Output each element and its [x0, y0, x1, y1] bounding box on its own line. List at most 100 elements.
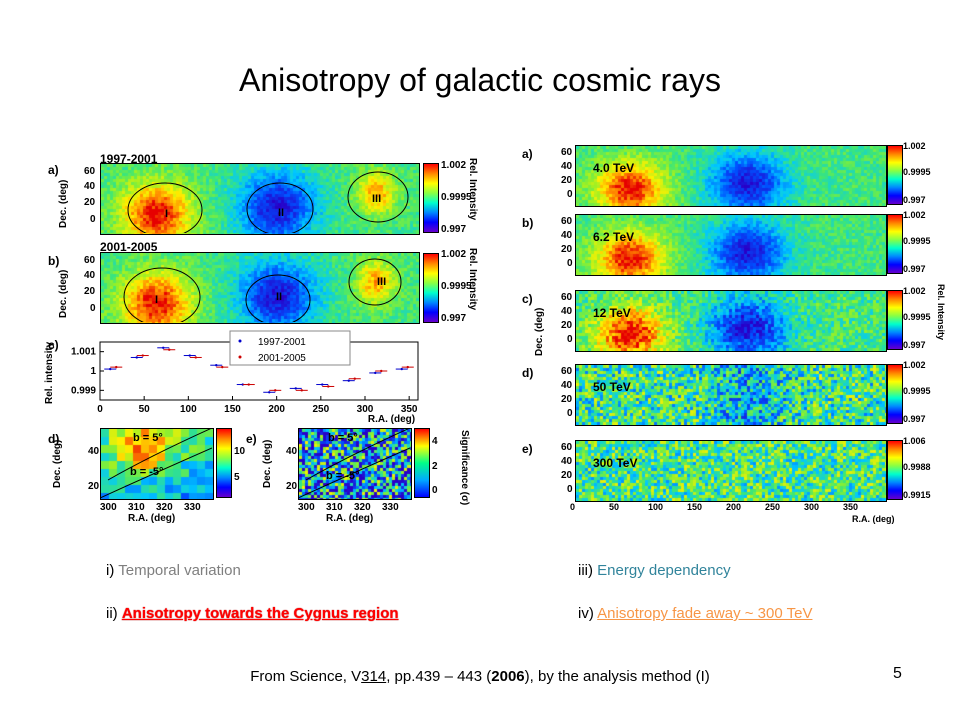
ra-tick: 310	[326, 502, 343, 513]
ra-tick: 330	[184, 502, 201, 513]
cbar-tick: 10	[234, 446, 246, 457]
energy-label: 12 TeV	[593, 306, 631, 320]
panel-a-regions	[127, 171, 409, 233]
cbar-tick: 0.997	[441, 313, 467, 324]
panel-d-galactic-lines	[100, 428, 212, 498]
caption-iii-prefix: iii)	[578, 562, 593, 579]
right-panel-heatmap	[575, 145, 887, 207]
dec-tick: 20	[286, 481, 298, 492]
dec-tick: 20	[561, 175, 573, 186]
right-panel-label: a)	[522, 147, 533, 161]
panel-c-label: c)	[48, 338, 59, 352]
caption-ii: ii) Anisotropy towards the Cygnus region	[106, 605, 399, 622]
colorbar	[423, 253, 439, 323]
region-label: III	[372, 193, 382, 205]
data-point-marker	[135, 356, 138, 359]
data-point-marker	[294, 387, 297, 390]
ra-tick: 320	[156, 502, 173, 513]
cbar-tick: 0.9995	[903, 167, 931, 177]
cbar-tick: 1.002	[903, 286, 926, 296]
colorbar	[887, 145, 903, 205]
panel-d-dec-label: Dec. (deg)	[52, 439, 63, 488]
cbar-tick: 1.002	[903, 360, 926, 370]
source-pages: , pp.439 – 443 (	[386, 668, 492, 685]
significance-label: Significance (σ)	[459, 430, 470, 506]
dec-tick: 40	[561, 306, 573, 317]
x-axis-label: R.A. (deg)	[368, 414, 415, 425]
y-tick-label: 0.999	[71, 385, 96, 396]
panel-e-galactic-lines	[298, 428, 410, 498]
source-volume-number: 314	[361, 668, 387, 685]
cbar-tick: 0.9995	[441, 192, 472, 203]
dec-tick: 40	[286, 446, 298, 457]
dec-tick: 40	[561, 456, 573, 467]
cbar-tick: 0.997	[903, 264, 926, 274]
caption-iv-prefix: iv)	[578, 605, 594, 622]
galactic-line-label: b = -5°	[130, 466, 164, 478]
cbar-tick: 0.997	[903, 195, 926, 205]
data-point-marker	[109, 367, 112, 371]
colorbar	[887, 364, 903, 424]
caption-ii-text: Anisotropy towards the Cygnus region	[121, 605, 399, 622]
caption-i: i) Temporal variation	[106, 562, 241, 579]
galactic-line-label: b = 5°	[328, 432, 358, 444]
dec-tick: 60	[561, 442, 573, 453]
data-point-marker	[400, 367, 403, 371]
caption-ii-prefix: ii)	[106, 605, 118, 622]
panel-a-heatmap	[100, 163, 420, 235]
panel-a-label: a)	[48, 163, 59, 177]
cbar-tick: 1.002	[441, 160, 467, 171]
cbar-tick: 0.997	[903, 414, 926, 424]
source-volume-prefix: V	[351, 668, 362, 685]
dec-tick: 20	[561, 394, 573, 405]
right-panel-heatmap	[575, 440, 887, 502]
ra-tick: 330	[382, 502, 399, 513]
right-panel-label: c)	[522, 292, 533, 306]
source-pre: From Science,	[250, 668, 352, 685]
caption-iv-text: Anisotropy fade away ~ 300 TeV	[597, 605, 813, 622]
data-point-marker	[168, 348, 171, 351]
right-panel-label: e)	[522, 442, 533, 456]
colorbar	[423, 163, 439, 233]
panel-e-dec-label: Dec. (deg)	[262, 439, 273, 488]
data-point-marker	[247, 383, 250, 386]
cbar-tick: 1.002	[903, 210, 926, 220]
ra-label: R.A. (deg)	[128, 513, 176, 524]
data-point-marker	[215, 364, 218, 367]
cbar-tick: 5	[234, 472, 240, 483]
caption-iii: iii) Energy dependency	[578, 562, 731, 579]
dec-tick: 60	[561, 366, 573, 377]
panel-b-label: b)	[48, 254, 60, 268]
data-point-marker	[268, 391, 271, 394]
right-dec-label: Dec. (deg)	[534, 307, 545, 356]
x-tick-label: 100	[180, 404, 197, 415]
dec-tick: 0	[567, 334, 573, 345]
cbar-tick: 1.006	[903, 436, 926, 446]
right-panel-heatmap	[575, 290, 887, 352]
region-label: III	[377, 276, 387, 288]
dec-tick: 20	[88, 481, 100, 492]
page-number: 5	[893, 665, 902, 682]
region-label: I	[155, 294, 159, 306]
panel-d-heatmap	[100, 428, 214, 500]
cbar-tick: 0.9995	[903, 386, 931, 396]
data-point-marker	[374, 371, 377, 375]
ra-tick: 250	[765, 502, 781, 512]
caption-iii-text: Energy dependency	[597, 562, 731, 579]
ra-tick: 100	[648, 502, 664, 512]
dec-tick: 0	[90, 214, 96, 225]
y-tick-label: 1.001	[71, 347, 96, 358]
source-year: 2006	[491, 668, 525, 685]
caption-i-prefix: i)	[106, 562, 115, 579]
source-citation: From Science, V314, pp.439 – 443 (2006),…	[0, 668, 960, 685]
ra-tick: 300	[298, 502, 315, 513]
dec-tick: 60	[561, 216, 573, 227]
panel-a-period: 1997-2001	[100, 152, 158, 166]
galactic-line-label: b = -5°	[326, 470, 360, 482]
legend-label: 2001-2005	[258, 353, 306, 364]
dec-tick: 40	[84, 270, 96, 281]
dec-tick: 0	[567, 189, 573, 200]
ra-tick: 300	[804, 502, 820, 512]
data-point-marker	[274, 389, 277, 392]
cbar-tick: 1.002	[903, 141, 926, 151]
